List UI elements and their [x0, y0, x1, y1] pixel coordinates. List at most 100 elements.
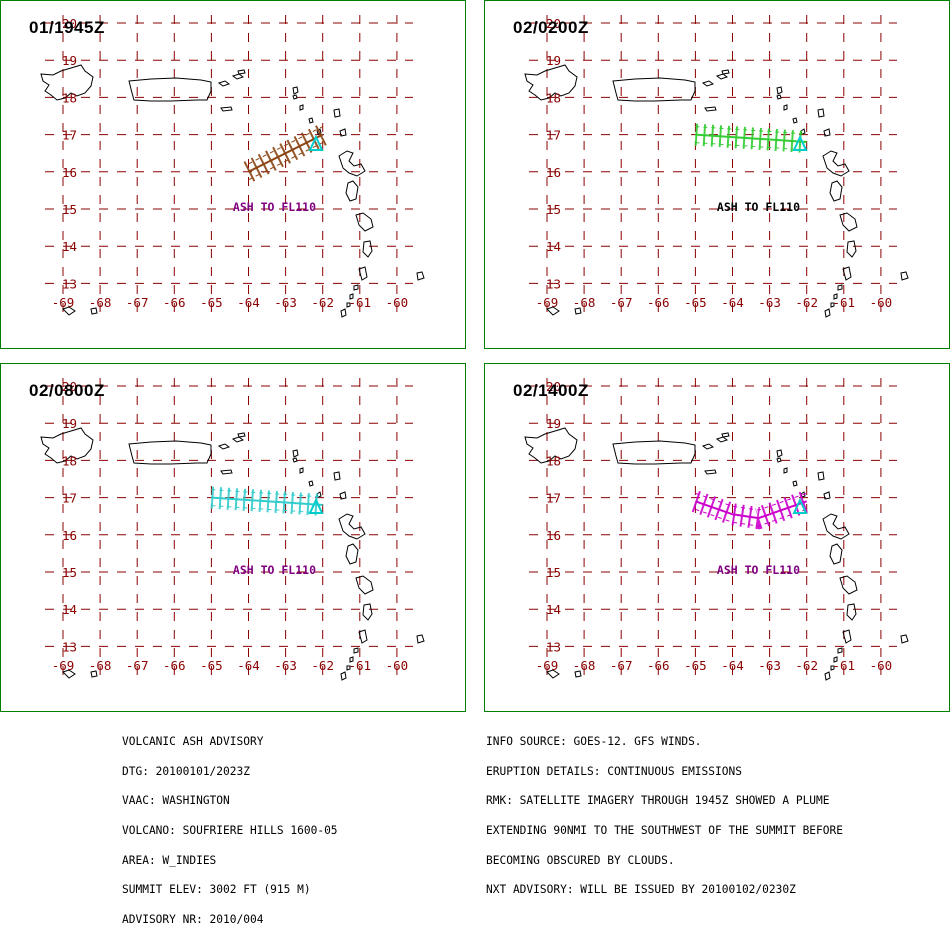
- lat-label: 20: [546, 379, 561, 394]
- coastline: [338, 150, 366, 177]
- lat-lon-grid: [45, 15, 413, 313]
- coastline: [353, 647, 359, 654]
- lat-label: 18: [546, 90, 561, 105]
- lon-label: -65: [200, 295, 223, 310]
- coastline: [842, 629, 852, 644]
- lat-label: 14: [62, 602, 77, 617]
- coastline: [839, 212, 858, 232]
- lat-label: 19: [62, 53, 77, 68]
- ash-edge: [248, 142, 323, 181]
- coastline: [353, 284, 359, 291]
- lon-label: -68: [573, 295, 596, 310]
- lon-label: -63: [274, 295, 297, 310]
- coastline: [783, 467, 788, 474]
- coastline: [546, 669, 560, 679]
- lat-label: 19: [546, 416, 561, 431]
- lat-label: 13: [546, 639, 561, 654]
- coastlines: [524, 64, 909, 318]
- lon-label: -60: [386, 658, 409, 673]
- lat-label: 16: [546, 165, 561, 180]
- lon-label: -64: [237, 295, 260, 310]
- coastline: [338, 513, 366, 540]
- coastline: [721, 69, 730, 75]
- coastline: [546, 306, 560, 316]
- lon-label: -68: [89, 658, 112, 673]
- lon-label: -67: [610, 658, 633, 673]
- lat-label: 14: [62, 239, 77, 254]
- lat-label: 13: [546, 276, 561, 291]
- coastline: [333, 471, 341, 481]
- coastline: [704, 469, 717, 475]
- coastline: [62, 306, 76, 316]
- coastline: [346, 665, 351, 671]
- coastline: [524, 427, 578, 464]
- lat-label: 17: [62, 491, 77, 506]
- coastline: [292, 94, 298, 100]
- coastline: [299, 467, 304, 474]
- lon-label: -64: [721, 295, 744, 310]
- time-stamp: 02/0800Z: [29, 381, 105, 400]
- coastline: [776, 86, 783, 95]
- advisory-line: RMK: SATELLITE IMAGERY THROUGH 1945Z SHO…: [486, 794, 830, 808]
- advisory-line: ADVISORY NR: 2010/004: [122, 913, 264, 927]
- coastline: [349, 656, 354, 663]
- lon-label: -61: [833, 658, 856, 673]
- coastline: [292, 449, 299, 458]
- coastline: [822, 513, 850, 540]
- lat-label: 14: [546, 602, 561, 617]
- lat-label: 13: [62, 639, 77, 654]
- advisory-line: SUMMIT ELEV: 3002 FT (915 M): [122, 883, 311, 897]
- lon-label: -64: [721, 658, 744, 673]
- ash-label: ASH TO FL110: [233, 563, 316, 577]
- ash-plume: [694, 123, 808, 153]
- coastline: [340, 671, 347, 681]
- coastline: [40, 427, 94, 464]
- lat-label: 18: [62, 453, 77, 468]
- coastline: [308, 480, 314, 487]
- coastline: [833, 293, 838, 300]
- lon-label: -60: [870, 295, 893, 310]
- advisory-right: INFO SOURCE: GOES-12. GFS WINDS. ERUPTIO…: [486, 717, 843, 905]
- coastline: [237, 69, 246, 75]
- coastline: [339, 491, 347, 500]
- ash-centerline: [211, 496, 323, 506]
- coastline: [823, 128, 831, 137]
- coastline: [824, 308, 831, 318]
- lon-label: -67: [610, 295, 633, 310]
- coastline: [900, 271, 909, 281]
- lon-label: -69: [52, 295, 75, 310]
- volcano-icon: [792, 134, 808, 152]
- coastline: [823, 491, 831, 500]
- lon-label: -65: [684, 295, 707, 310]
- lon-label: -61: [833, 295, 856, 310]
- map-canvas: ASH TO FL110 20 19 18 17 16 15 14 13 -69 -68 -67 -66…: [524, 378, 909, 681]
- coastline: [829, 180, 843, 202]
- coastline: [231, 436, 245, 443]
- lat-label: 15: [546, 565, 561, 580]
- advisory-line: EXTENDING 90NMI TO THE SOUTHWEST OF THE …: [486, 823, 843, 837]
- lon-label: -68: [89, 295, 112, 310]
- coastline: [846, 603, 857, 621]
- coastline: [837, 284, 843, 291]
- lon-label: -63: [274, 658, 297, 673]
- ash-centerline: [695, 500, 808, 520]
- lat-label: 15: [546, 202, 561, 217]
- lat-label: 16: [546, 528, 561, 543]
- advisory-line: INFO SOURCE: GOES-12. GFS WINDS.: [486, 734, 702, 748]
- coastline: [349, 293, 354, 300]
- coastline: [830, 665, 835, 671]
- coastline: [358, 629, 368, 644]
- coastline: [776, 449, 783, 458]
- lat-label: 20: [546, 16, 561, 31]
- coastline: [299, 104, 304, 111]
- map-panel-4: ASH TO FL110 20 19 18 17 16 15 14 13 -69 -68 -67 -66…: [484, 363, 950, 712]
- lat-label: 17: [546, 128, 561, 143]
- lat-label: 18: [62, 90, 77, 105]
- coastline: [340, 308, 347, 318]
- ash-centerline: [248, 133, 324, 173]
- advisory-line: DTG: 20100101/2023Z: [122, 764, 250, 778]
- coastline: [830, 302, 835, 308]
- lon-label: -62: [311, 295, 334, 310]
- ash-edge: [695, 142, 807, 151]
- lat-label: 19: [62, 416, 77, 431]
